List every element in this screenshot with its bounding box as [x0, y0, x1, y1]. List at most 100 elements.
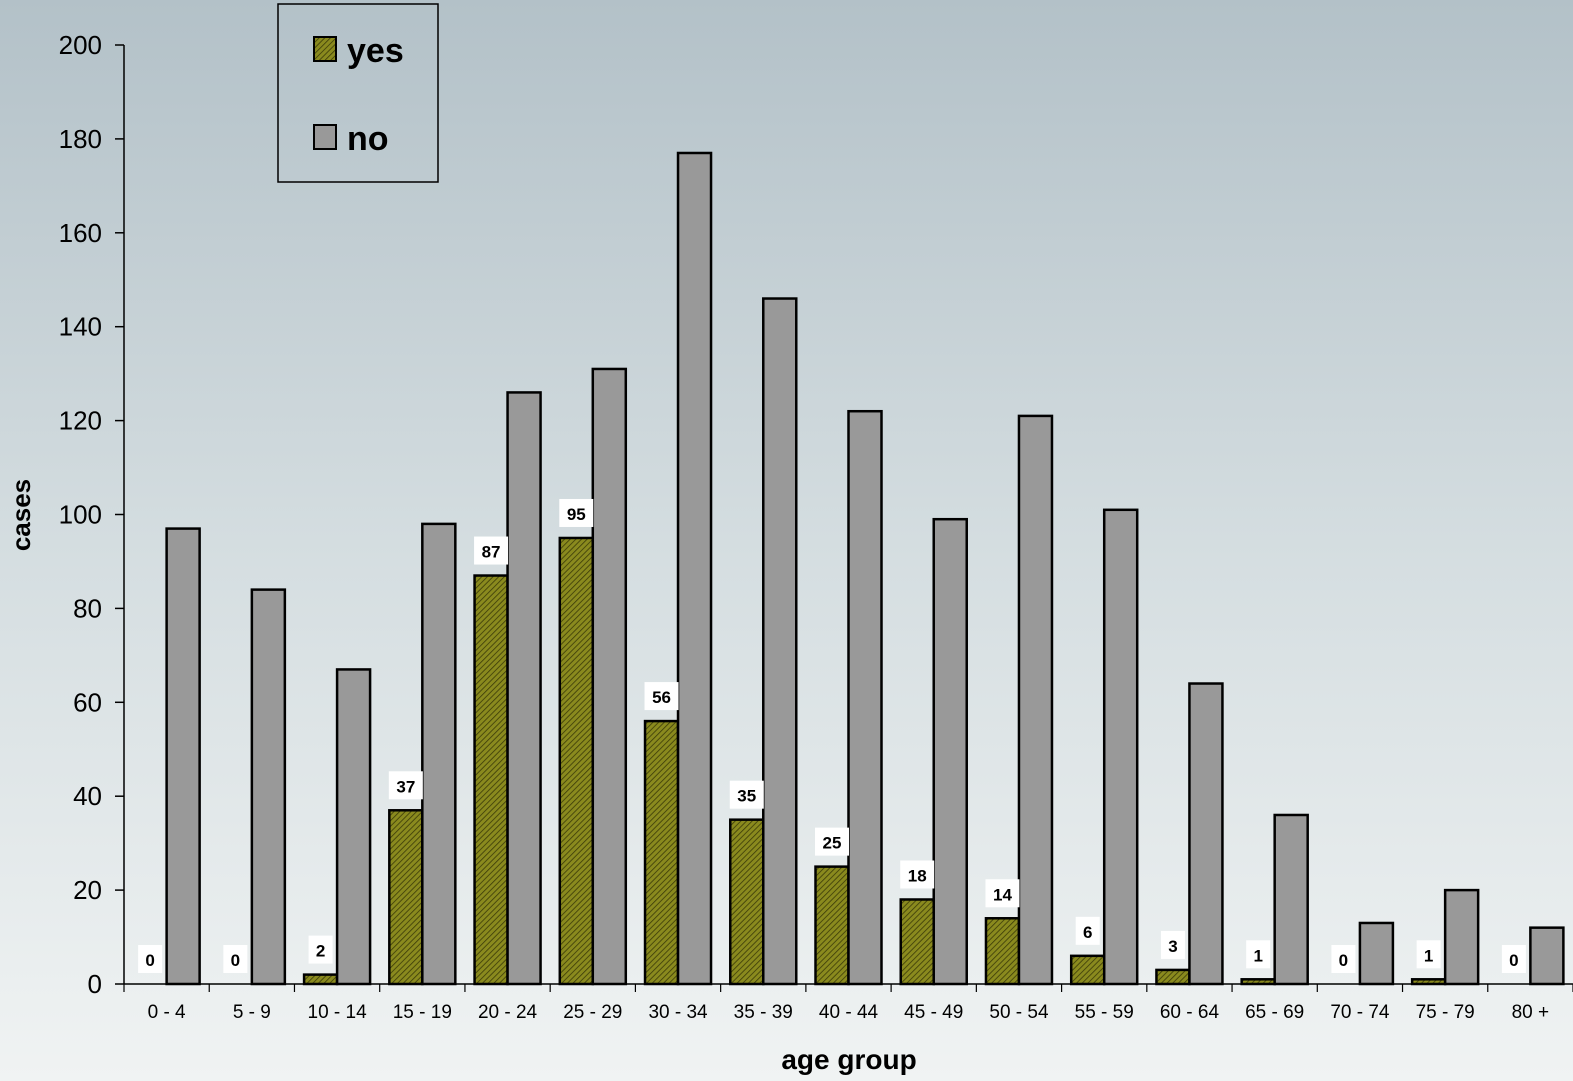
data-label-box — [729, 780, 764, 809]
data-label-yes: 0 — [145, 951, 154, 970]
bar-yes — [643, 719, 680, 986]
y-tick-label: 140 — [59, 312, 102, 342]
data-label-box — [1331, 945, 1356, 973]
bar-yes — [302, 973, 339, 986]
y-tick-label: 200 — [59, 30, 102, 60]
data-label-box — [1416, 940, 1441, 969]
data-label-yes: 14 — [993, 885, 1012, 904]
legend-label-yes: yes — [347, 32, 404, 70]
x-category-label: 15 - 19 — [393, 1002, 452, 1023]
x-category-label: 60 - 64 — [1160, 1002, 1220, 1023]
bar-yes — [1240, 978, 1276, 986]
bar-no — [1102, 508, 1139, 986]
legend-label-no: no — [347, 120, 389, 158]
data-label-box — [985, 879, 1020, 908]
x-category-label: 80 + — [1512, 1002, 1550, 1023]
data-label-yes: 3 — [1168, 937, 1177, 956]
data-label-box — [308, 935, 333, 964]
bar-no — [762, 297, 798, 986]
bar-yes — [984, 917, 1021, 986]
data-label-yes: 1 — [1424, 946, 1433, 965]
x-category-label: 50 - 54 — [989, 1002, 1049, 1023]
bar-no — [335, 668, 372, 986]
bar-no — [250, 588, 287, 986]
bar-no — [165, 527, 201, 986]
y-tick-label: 160 — [59, 218, 102, 248]
bar-yes — [1155, 968, 1191, 986]
y-tick-label: 120 — [59, 406, 102, 436]
legend-swatch-no — [313, 124, 337, 150]
data-label-box — [1075, 916, 1100, 945]
data-label-yes: 0 — [1339, 951, 1348, 970]
y-axis-title: cases — [6, 479, 36, 551]
data-label-yes: 56 — [652, 688, 671, 707]
data-label-box — [223, 945, 248, 973]
bar-no — [1358, 921, 1395, 986]
data-labels: 0 0 2 37 87 95 56 35 25 18 14 6 3 1 0 1 0 — [138, 498, 1526, 973]
x-category-label: 75 - 79 — [1416, 1002, 1475, 1023]
data-label-yes: 37 — [396, 777, 415, 796]
data-label-box — [388, 771, 423, 800]
bar-no — [932, 517, 968, 986]
y-tick-label: 80 — [73, 593, 102, 623]
data-label-box — [1160, 930, 1185, 959]
data-label-yes: 1 — [1253, 946, 1262, 965]
x-category-label: 35 - 39 — [734, 1002, 793, 1023]
bar-no — [421, 522, 457, 986]
x-category-label: 20 - 24 — [478, 1002, 538, 1023]
data-label-yes: 6 — [1083, 923, 1092, 942]
y-tick-label: 40 — [73, 781, 102, 811]
bar-no — [506, 391, 542, 986]
bar-no — [1529, 926, 1565, 986]
x-category-label: 65 - 69 — [1245, 1002, 1304, 1023]
x-category-label: 55 - 59 — [1075, 1002, 1134, 1023]
data-label-yes: 18 — [908, 866, 927, 885]
bar-yes — [473, 574, 509, 986]
bar-yes — [729, 818, 765, 986]
bars — [165, 151, 1565, 986]
data-label-box — [138, 945, 163, 973]
legend-swatch-yes — [313, 36, 337, 62]
data-label-box — [1246, 940, 1271, 969]
data-label-yes: 2 — [316, 942, 325, 961]
bar-yes — [388, 809, 424, 986]
x-category-label: 70 - 74 — [1330, 1002, 1390, 1023]
x-axis-title: age group — [781, 1044, 916, 1075]
x-category-label: 45 - 49 — [904, 1002, 963, 1023]
y-tick-label: 0 — [88, 969, 102, 999]
data-label-box — [474, 536, 509, 565]
y-tick-label: 180 — [59, 124, 102, 154]
bar-no — [1188, 682, 1224, 986]
y-tick-label: 60 — [73, 687, 102, 717]
x-category-label: 10 - 14 — [308, 1002, 368, 1023]
x-category-label: 30 - 34 — [648, 1002, 708, 1023]
data-label-box — [1501, 945, 1526, 973]
bar-yes — [558, 536, 595, 986]
bar-yes — [1069, 954, 1106, 986]
x-category-label: 40 - 44 — [819, 1002, 879, 1023]
bar-no — [1443, 888, 1480, 986]
y-tick-label: 100 — [59, 500, 102, 530]
data-label-yes: 95 — [567, 505, 586, 524]
legend-frame — [277, 3, 439, 183]
bar-yes — [899, 898, 935, 986]
data-label-yes: 87 — [482, 543, 501, 562]
data-label-yes: 0 — [1509, 951, 1518, 970]
bar-no — [1017, 414, 1054, 986]
data-label-box — [644, 682, 679, 711]
data-label-yes: 35 — [737, 787, 756, 806]
data-label-yes: 0 — [231, 951, 240, 970]
bar-no — [1273, 813, 1309, 986]
x-category-label: 25 - 29 — [563, 1002, 622, 1023]
y-tick-label: 20 — [73, 875, 102, 905]
data-label-box — [559, 498, 594, 527]
legend: yes no — [277, 3, 439, 183]
bar-no — [676, 151, 713, 986]
bar-yes — [1410, 978, 1447, 986]
bar-no — [847, 409, 883, 986]
x-category-label: 5 - 9 — [233, 1002, 271, 1023]
data-label-box — [900, 860, 935, 889]
